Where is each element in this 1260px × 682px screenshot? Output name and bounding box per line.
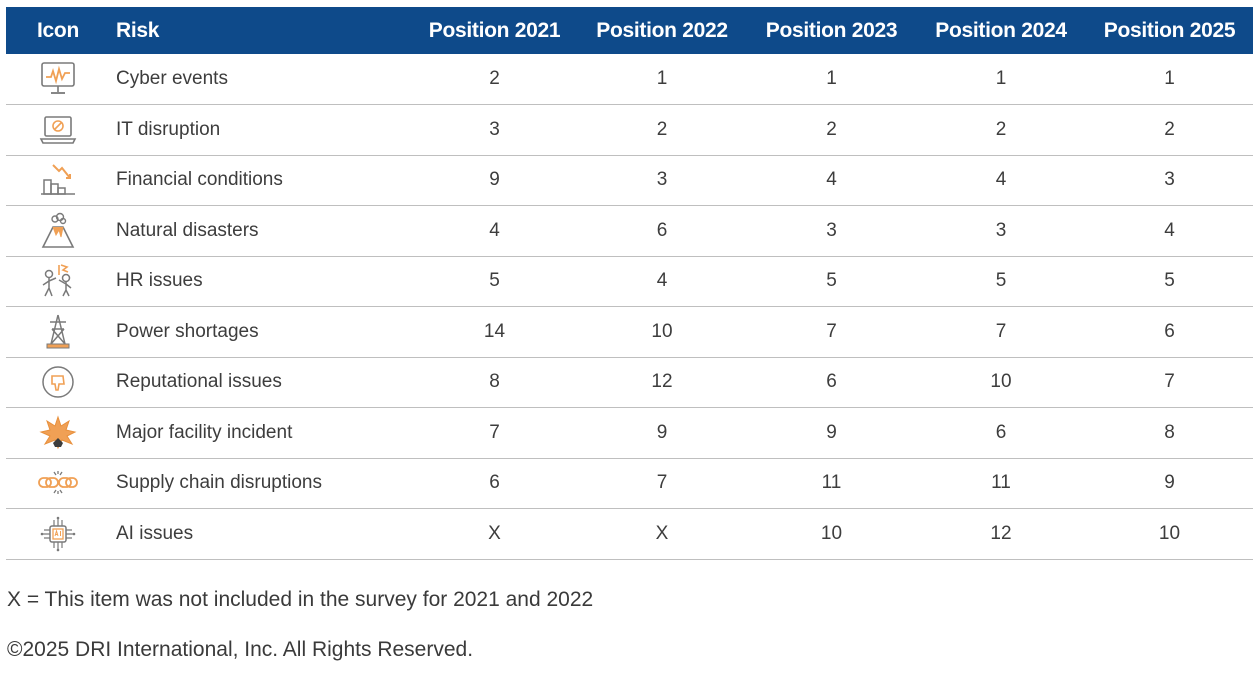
risk-name: Major facility incident bbox=[110, 407, 412, 459]
position-2024: 6 bbox=[916, 407, 1086, 459]
header-position-2024: Position 2024 bbox=[916, 7, 1086, 54]
copyright-notice: ©2025 DRI International, Inc. All Rights… bbox=[7, 638, 474, 661]
table-row: Power shortages 14 10 7 7 6 bbox=[6, 306, 1253, 358]
position-2025: 4 bbox=[1086, 205, 1253, 257]
position-2023: 9 bbox=[747, 407, 916, 459]
position-2021: 3 bbox=[412, 104, 577, 156]
position-2022: 3 bbox=[577, 155, 747, 206]
position-2023: 1 bbox=[747, 54, 916, 105]
position-2023: 7 bbox=[747, 306, 916, 358]
table-row: HR issues 5 4 5 5 5 bbox=[6, 256, 1253, 307]
position-2024: 12 bbox=[916, 508, 1086, 560]
position-2024: 4 bbox=[916, 155, 1086, 206]
cyber-monitor-icon bbox=[37, 59, 79, 99]
position-2022: 12 bbox=[577, 357, 747, 408]
header-position-2022: Position 2022 bbox=[577, 7, 747, 54]
laptop-wrench-icon bbox=[37, 110, 79, 150]
people-conflict-icon bbox=[37, 261, 79, 301]
position-2021: 9 bbox=[412, 155, 577, 206]
position-2025: 6 bbox=[1086, 306, 1253, 358]
header-position-2021: Position 2021 bbox=[412, 7, 577, 54]
header-position-2025: Position 2025 bbox=[1086, 7, 1253, 54]
position-2025: 1 bbox=[1086, 54, 1253, 105]
position-2021: 4 bbox=[412, 205, 577, 257]
position-2024: 3 bbox=[916, 205, 1086, 257]
ai-chip-icon bbox=[37, 514, 79, 554]
risk-name: Cyber events bbox=[110, 54, 412, 105]
risk-name: Financial conditions bbox=[110, 155, 412, 206]
position-2021: 14 bbox=[412, 306, 577, 358]
position-2025: 9 bbox=[1086, 458, 1253, 509]
explosion-icon bbox=[37, 413, 79, 453]
position-2024: 5 bbox=[916, 256, 1086, 307]
risk-name: Reputational issues bbox=[110, 357, 412, 408]
broken-chain-icon bbox=[37, 463, 79, 503]
position-2023: 2 bbox=[747, 104, 916, 156]
table-row: Financial conditions 9 3 4 4 3 bbox=[6, 155, 1253, 206]
position-2022: 10 bbox=[577, 306, 747, 358]
position-2025: 8 bbox=[1086, 407, 1253, 459]
position-2025: 2 bbox=[1086, 104, 1253, 156]
position-2025: 10 bbox=[1086, 508, 1253, 560]
position-2023: 5 bbox=[747, 256, 916, 307]
header-position-2023: Position 2023 bbox=[747, 7, 916, 54]
header-icon: Icon bbox=[6, 7, 110, 54]
risk-name: Power shortages bbox=[110, 306, 412, 358]
header-risk: Risk bbox=[110, 7, 412, 54]
risk-name: Supply chain disruptions bbox=[110, 458, 412, 509]
header-row: Icon Risk Position 2021 Position 2022 Po… bbox=[6, 7, 1253, 54]
position-2022: 4 bbox=[577, 256, 747, 307]
position-2022: X bbox=[577, 508, 747, 560]
table-row: Supply chain disruptions 6 7 11 11 9 bbox=[6, 458, 1253, 509]
position-2021: 2 bbox=[412, 54, 577, 105]
table-row: Major facility incident 7 9 9 6 8 bbox=[6, 407, 1253, 459]
position-2024: 2 bbox=[916, 104, 1086, 156]
position-2025: 7 bbox=[1086, 357, 1253, 408]
table-row: IT disruption 3 2 2 2 2 bbox=[6, 104, 1253, 156]
thumbs-down-icon bbox=[37, 362, 79, 402]
table-row: Cyber events 2 1 1 1 1 bbox=[6, 54, 1253, 105]
power-tower-icon bbox=[37, 312, 79, 352]
position-2022: 7 bbox=[577, 458, 747, 509]
position-2021: 7 bbox=[412, 407, 577, 459]
position-2022: 1 bbox=[577, 54, 747, 105]
position-2021: 6 bbox=[412, 458, 577, 509]
position-2025: 5 bbox=[1086, 256, 1253, 307]
position-2021: 8 bbox=[412, 357, 577, 408]
risk-table: Icon Risk Position 2021 Position 2022 Po… bbox=[6, 7, 1253, 560]
position-2024: 11 bbox=[916, 458, 1086, 509]
risk-name: HR issues bbox=[110, 256, 412, 307]
position-2021: 5 bbox=[412, 256, 577, 307]
position-2022: 9 bbox=[577, 407, 747, 459]
footnote: X = This item was not included in the su… bbox=[7, 588, 594, 611]
position-2025: 3 bbox=[1086, 155, 1253, 206]
position-2022: 2 bbox=[577, 104, 747, 156]
position-2022: 6 bbox=[577, 205, 747, 257]
position-2024: 10 bbox=[916, 357, 1086, 408]
table-row: Natural disasters 4 6 3 3 4 bbox=[6, 205, 1253, 257]
volcano-icon bbox=[37, 211, 79, 251]
position-2023: 6 bbox=[747, 357, 916, 408]
risk-name: AI issues bbox=[110, 508, 412, 560]
position-2023: 10 bbox=[747, 508, 916, 560]
position-2023: 11 bbox=[747, 458, 916, 509]
table-row: Reputational issues 8 12 6 10 7 bbox=[6, 357, 1253, 408]
financial-decline-icon bbox=[37, 160, 79, 200]
position-2023: 3 bbox=[747, 205, 916, 257]
risk-name: Natural disasters bbox=[110, 205, 412, 257]
position-2024: 7 bbox=[916, 306, 1086, 358]
risk-name: IT disruption bbox=[110, 104, 412, 156]
table-row: AI issues X X 10 12 10 bbox=[6, 508, 1253, 560]
position-2021: X bbox=[412, 508, 577, 560]
position-2024: 1 bbox=[916, 54, 1086, 105]
position-2023: 4 bbox=[747, 155, 916, 206]
